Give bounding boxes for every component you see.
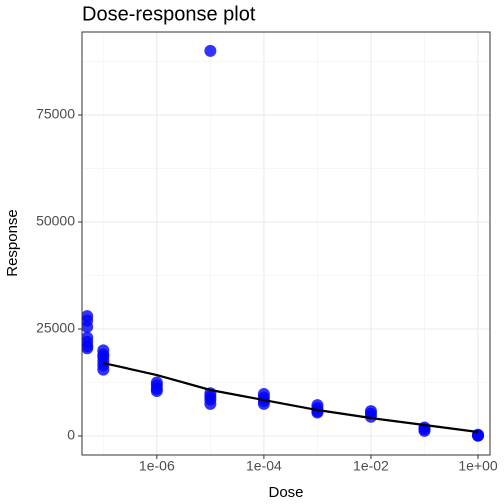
grid (82, 32, 490, 455)
x-tick-label: 1e-02 (353, 458, 389, 474)
data-point (97, 363, 110, 376)
marks (82, 44, 485, 442)
axes: 1e-06 1e-04 1e-02 1e+00 0 25000 50000 75000 (36, 106, 498, 474)
fit-line (103, 361, 479, 434)
chart-title: Dose-response plot (82, 3, 256, 25)
data-point (82, 320, 94, 333)
x-axis-title: Dose (268, 484, 303, 501)
data-point (204, 397, 217, 410)
x-tick-label: 1e-04 (246, 458, 282, 474)
y-tick-label: 50000 (36, 213, 75, 229)
y-axis-title: Response (4, 209, 21, 277)
y-tick-label: 75000 (36, 106, 75, 122)
y-tick-label: 0 (67, 427, 75, 443)
x-tick-label: 1e+00 (458, 458, 498, 474)
x-tick-label: 1e-06 (139, 458, 175, 474)
data-point (472, 429, 485, 442)
panel-border (81, 31, 491, 456)
data-point (150, 385, 163, 398)
data-point (418, 424, 431, 437)
data-point (364, 410, 377, 423)
data-point (204, 44, 217, 57)
data-point (82, 342, 94, 355)
y-tick-label: 25000 (36, 320, 75, 336)
